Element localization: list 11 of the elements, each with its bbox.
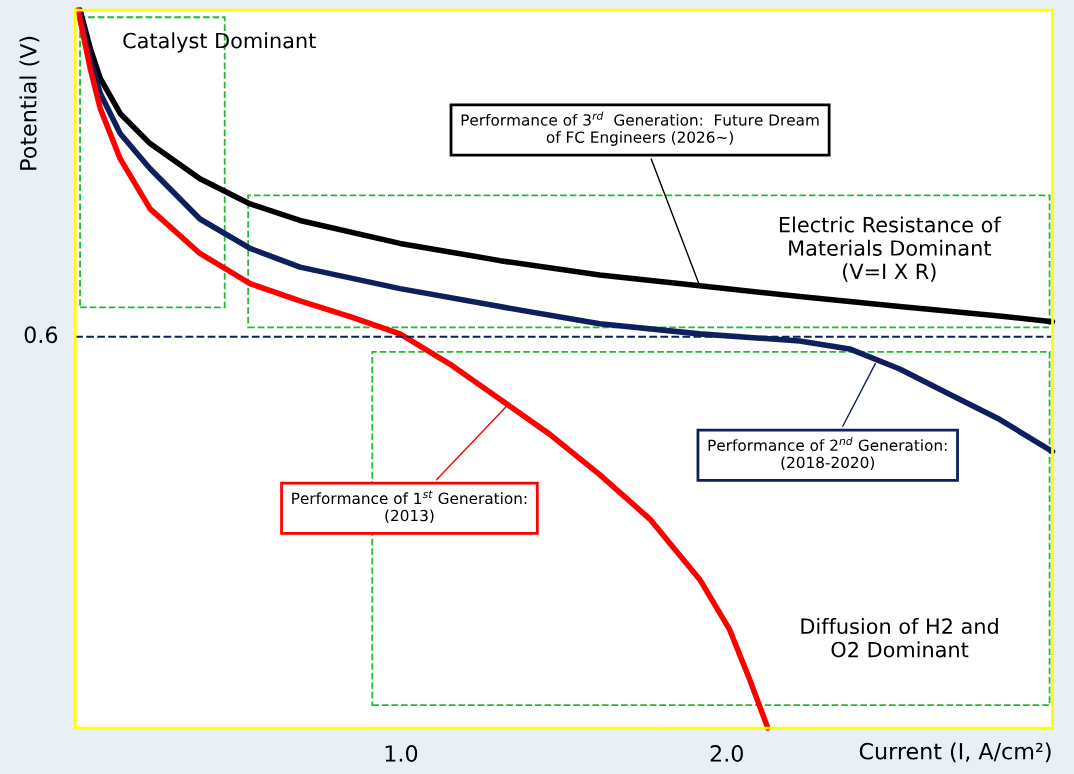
annotation: Catalyst Dominant	[123, 32, 316, 53]
x-tick-label: 2.0	[710, 745, 743, 762]
x-axis-title: Current (I, A/cm²)	[859, 742, 1051, 763]
x-tick-label: 1.0	[385, 745, 418, 762]
annotation: Performance of 1$^{st}$ Generation: (2013)	[292, 490, 527, 524]
annotation: Performance of 3$^{rd}$ Generation: Future Dream of FC Engineers (2026~)	[461, 111, 819, 146]
annotation: Electric Resistance of Materials Dominant (V=I X R)	[779, 216, 1002, 282]
text: 0.6	[24, 326, 58, 344]
annotation: Diffusion of H2 and O2 Dominant	[801, 617, 998, 658]
annotation: Performance of 2$^{nd}$ Generation: (2018-2020)	[708, 436, 947, 470]
y-axis-title: Potential (V)	[19, 36, 40, 170]
